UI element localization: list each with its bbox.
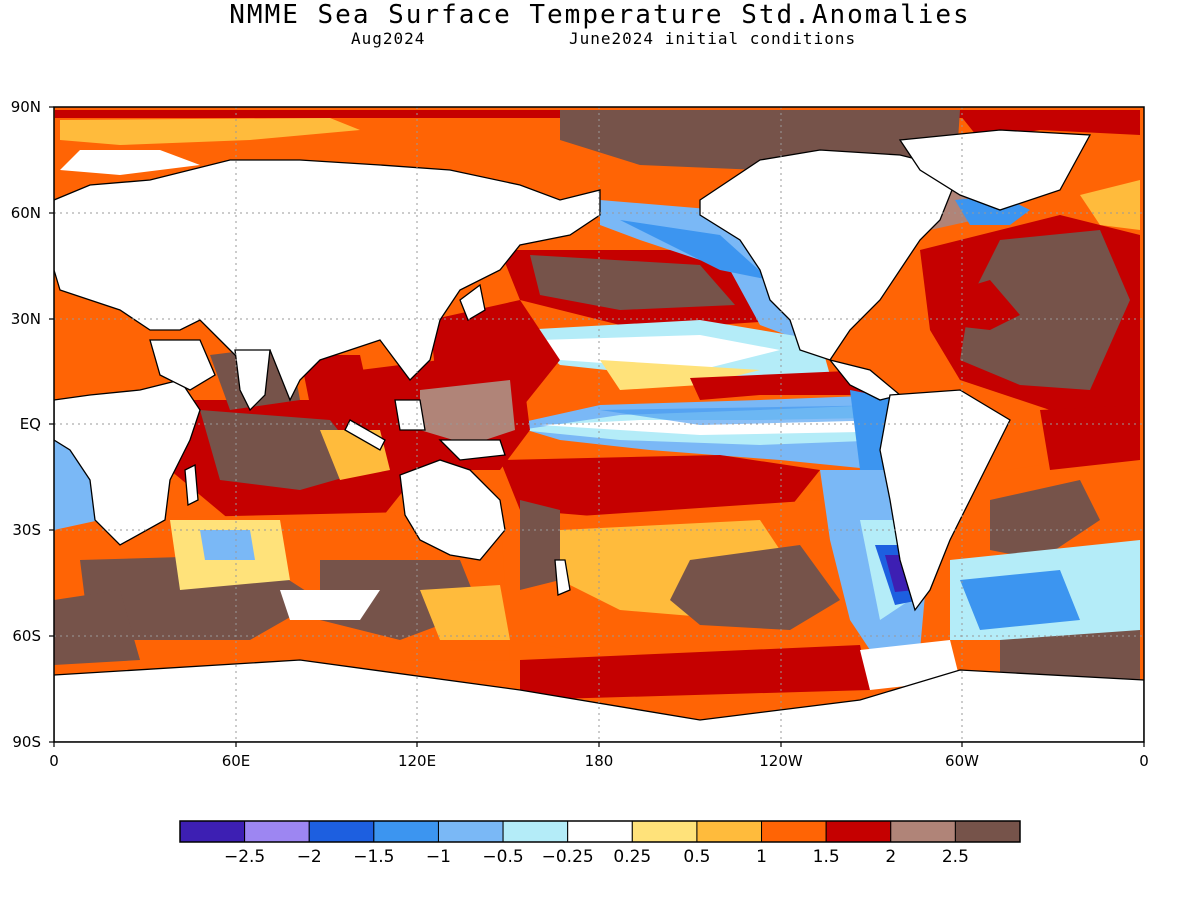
colorbar-tick-label: −2.5: [224, 847, 265, 867]
lon-label: 120W: [759, 752, 803, 770]
lat-label: 90N: [11, 98, 41, 116]
anomaly-field: [54, 107, 1144, 742]
colorbar-tick-label: −0.25: [542, 847, 594, 867]
colorbar-swatch: [631, 820, 698, 843]
colorbar-tick-label: −2: [297, 847, 322, 867]
lat-label: EQ: [20, 415, 41, 433]
lat-label: 90S: [12, 733, 41, 751]
lon-label: 60W: [945, 752, 979, 770]
colorbar-tick-label: 2: [885, 847, 896, 867]
longitude-labels: 0 60E 120E 180 120W 60W 0: [49, 752, 1149, 770]
colorbar-swatch: [437, 820, 504, 843]
colorbar-tick-label: 2.5: [942, 847, 969, 867]
colorbar-tick-label: −1: [426, 847, 451, 867]
colorbar-swatch: [179, 820, 246, 843]
land-masses: [54, 129, 1144, 742]
lat-label: 60N: [11, 204, 41, 222]
valid-month-label: Aug2024: [351, 29, 426, 48]
axis-ticks: [49, 106, 1145, 747]
colorbar-tick-label: 1: [756, 847, 767, 867]
latitude-labels: 90N 60N 30N EQ 30S 60S 90S: [11, 98, 41, 751]
colorbar-swatch: [696, 820, 763, 843]
lon-label: 60E: [222, 752, 251, 770]
colorbar: −2.5 −2 −1.5 −1 −0.5 −0.25 0.25 0.5 1 1.5 2 2.5: [179, 820, 1021, 867]
colorbar-swatch: [825, 820, 892, 843]
colorbar-swatch: [244, 820, 310, 843]
lat-label: 30S: [12, 521, 41, 539]
colorbar-tick-label: 0.5: [683, 847, 710, 867]
initial-conditions-label: June2024 initial conditions: [569, 29, 857, 48]
colorbar-swatch: [567, 820, 633, 843]
lon-label: 120E: [398, 752, 436, 770]
colorbar-swatch: [761, 820, 827, 843]
colorbar-tick-label: −1.5: [353, 847, 394, 867]
graticule: [54, 107, 1144, 742]
lat-label: 30N: [11, 310, 41, 328]
colorbar-frame: [179, 820, 1021, 843]
colorbar-tick-label: −0.5: [482, 847, 523, 867]
chart-title: NMME Sea Surface Temperature Std.Anomali…: [229, 0, 971, 30]
colorbar-swatch: [373, 820, 439, 843]
lon-label: 0: [49, 752, 59, 770]
lat-label: 60S: [12, 627, 41, 645]
colorbar-swatch: [954, 820, 1021, 843]
lon-label: 180: [585, 752, 614, 770]
lon-label: 0: [1139, 752, 1149, 770]
colorbar-swatch: [502, 820, 569, 843]
colorbar-swatch: [308, 820, 375, 843]
colorbar-tick-label: 0.25: [613, 847, 651, 867]
colorbar-swatch: [890, 820, 956, 843]
colorbar-tick-label: 1.5: [813, 847, 840, 867]
